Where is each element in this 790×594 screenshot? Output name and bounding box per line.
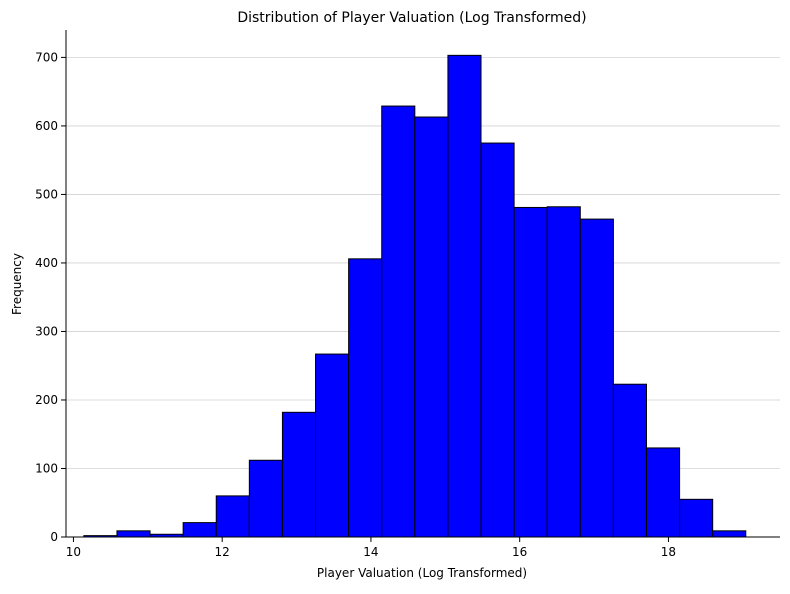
histogram-bar-2: [116, 530, 151, 538]
histogram-bar-12: [447, 54, 482, 538]
x-tick-label-16: 16: [512, 545, 527, 559]
y-tick-label-700: 700: [35, 50, 58, 64]
histogram-bar-11: [414, 116, 449, 538]
histogram-bar-5: [215, 495, 250, 538]
histogram-bar-10: [381, 105, 416, 538]
histogram-bar-18: [645, 447, 681, 538]
histogram-bar-16: [579, 218, 614, 538]
histogram-bar-8: [315, 353, 350, 538]
x-tick-label-14: 14: [363, 545, 378, 559]
x-axis-label: Player Valuation (Log Transformed): [317, 566, 527, 580]
y-axis-label: Frequency: [10, 253, 24, 315]
histogram-bar-7: [281, 411, 317, 538]
histogram-bar-6: [248, 459, 283, 538]
axes: [65, 30, 780, 538]
x-tick-label-12: 12: [215, 545, 230, 559]
histogram-bar-14: [513, 206, 548, 538]
x-tick-label-18: 18: [661, 545, 676, 559]
histogram-bar-13: [480, 142, 515, 538]
chart-title: Distribution of Player Valuation (Log Tr…: [237, 10, 586, 26]
y-tick-label-0: 0: [50, 530, 58, 544]
x-axis-ticks: 10 12 14 16 18: [66, 537, 676, 559]
histogram-bar-19: [679, 498, 714, 538]
x-tick-label-10: 10: [66, 545, 81, 559]
y-tick-label-400: 400: [35, 256, 58, 270]
y-tick-label-300: 300: [35, 324, 58, 338]
histogram-bars: [83, 54, 747, 538]
histogram-bar-4: [182, 522, 217, 538]
histogram-bar-15: [546, 206, 581, 538]
histogram-bar-20: [712, 530, 747, 538]
y-tick-label-200: 200: [35, 393, 58, 407]
y-axis-ticks: 0 100 200 300 400 500 600 700: [35, 50, 66, 544]
y-tick-label-600: 600: [35, 119, 58, 133]
histogram-bar-17: [612, 383, 647, 538]
y-tick-label-500: 500: [35, 187, 58, 201]
histogram-bar-9: [348, 258, 383, 538]
y-tick-label-100: 100: [35, 461, 58, 475]
